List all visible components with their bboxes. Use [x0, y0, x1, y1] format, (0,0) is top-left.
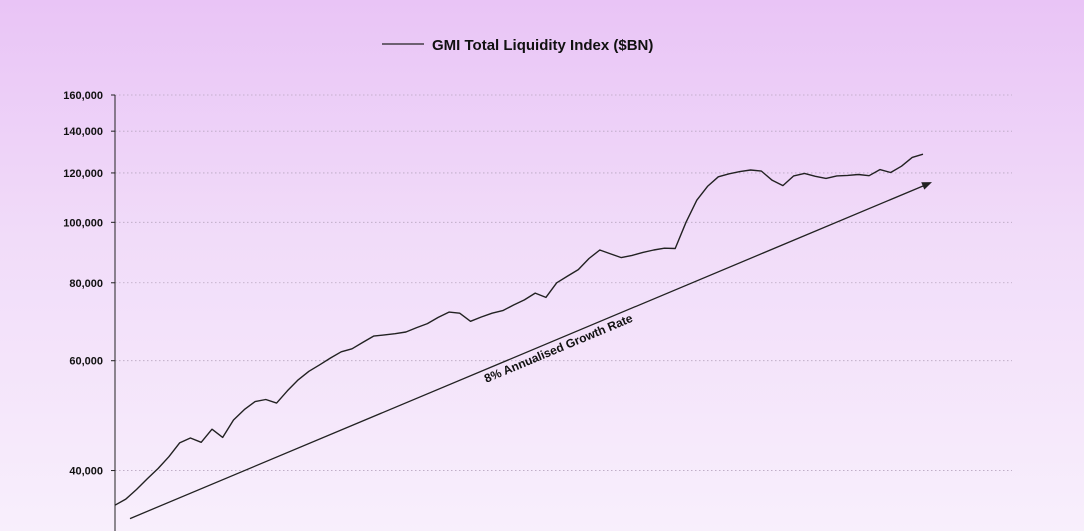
- y-axis-ticks: 40,000 60,000 80,000 100,000 120,000 140,000 1…: [63, 90, 115, 478]
- y-tick-label: 120,000: [63, 168, 103, 180]
- legend: GMI Total Liquidity Index ($BN): [382, 37, 653, 54]
- y-tick-label: 60,000: [69, 356, 103, 368]
- trend-annotation-label: 8% Annualised Growth Rate: [482, 311, 635, 386]
- y-tick-label: 100,000: [63, 217, 103, 229]
- gridlines: [115, 94, 1012, 471]
- annotations: 8% Annualised Growth Rate: [129, 182, 932, 520]
- series: [114, 153, 924, 506]
- trend-arrow-head: [921, 182, 932, 190]
- y-tick-label: 40,000: [69, 466, 103, 478]
- y-tick-label: 140,000: [63, 126, 103, 138]
- series-line: [114, 153, 924, 506]
- y-tick-label: 80,000: [69, 278, 103, 290]
- y-tick-label: 160,000: [63, 90, 103, 102]
- chart-title: GMI Total Liquidity Index ($BN): [432, 37, 653, 54]
- trend-arrow-line: [129, 184, 927, 520]
